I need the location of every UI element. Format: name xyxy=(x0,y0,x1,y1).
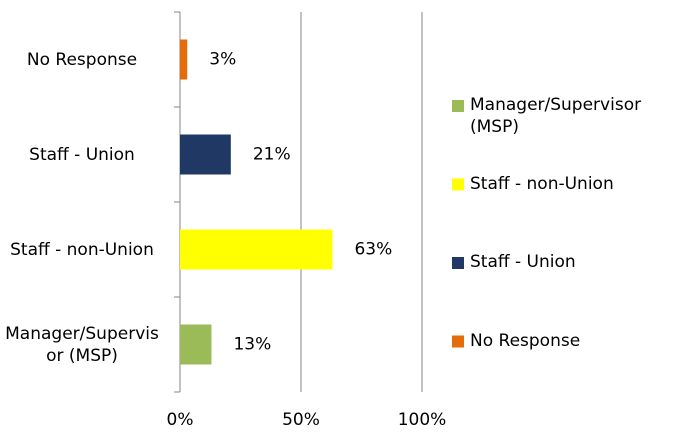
legend-label: Manager/Supervisor (MSP) xyxy=(470,95,642,138)
value-label: 63% xyxy=(354,240,392,260)
legend-label: Staff - non-Union xyxy=(470,173,614,194)
bar xyxy=(180,134,231,175)
bar xyxy=(180,324,212,365)
x-tick-label: 0% xyxy=(167,410,194,430)
legend-swatch xyxy=(452,178,464,191)
legend-swatch xyxy=(452,335,464,348)
y-tick-label: No Response xyxy=(26,49,138,70)
legend-swatch xyxy=(452,257,464,269)
x-tick-label: 100% xyxy=(398,410,447,430)
x-tick-label: 50% xyxy=(282,410,320,430)
bar xyxy=(180,229,333,270)
bar xyxy=(180,39,188,80)
legend-label: No Response xyxy=(470,330,581,351)
value-label: 13% xyxy=(233,335,271,355)
y-tick-label: Manager/Supervisor (MSP) xyxy=(5,323,159,366)
legend-label: Staff - Union xyxy=(470,252,576,272)
value-label: 3% xyxy=(209,50,236,70)
y-tick-label: Staff - non-Union xyxy=(10,239,154,260)
value-label: 21% xyxy=(253,145,291,165)
legend-swatch xyxy=(452,100,464,112)
y-tick-label: Staff - Union xyxy=(29,144,135,165)
